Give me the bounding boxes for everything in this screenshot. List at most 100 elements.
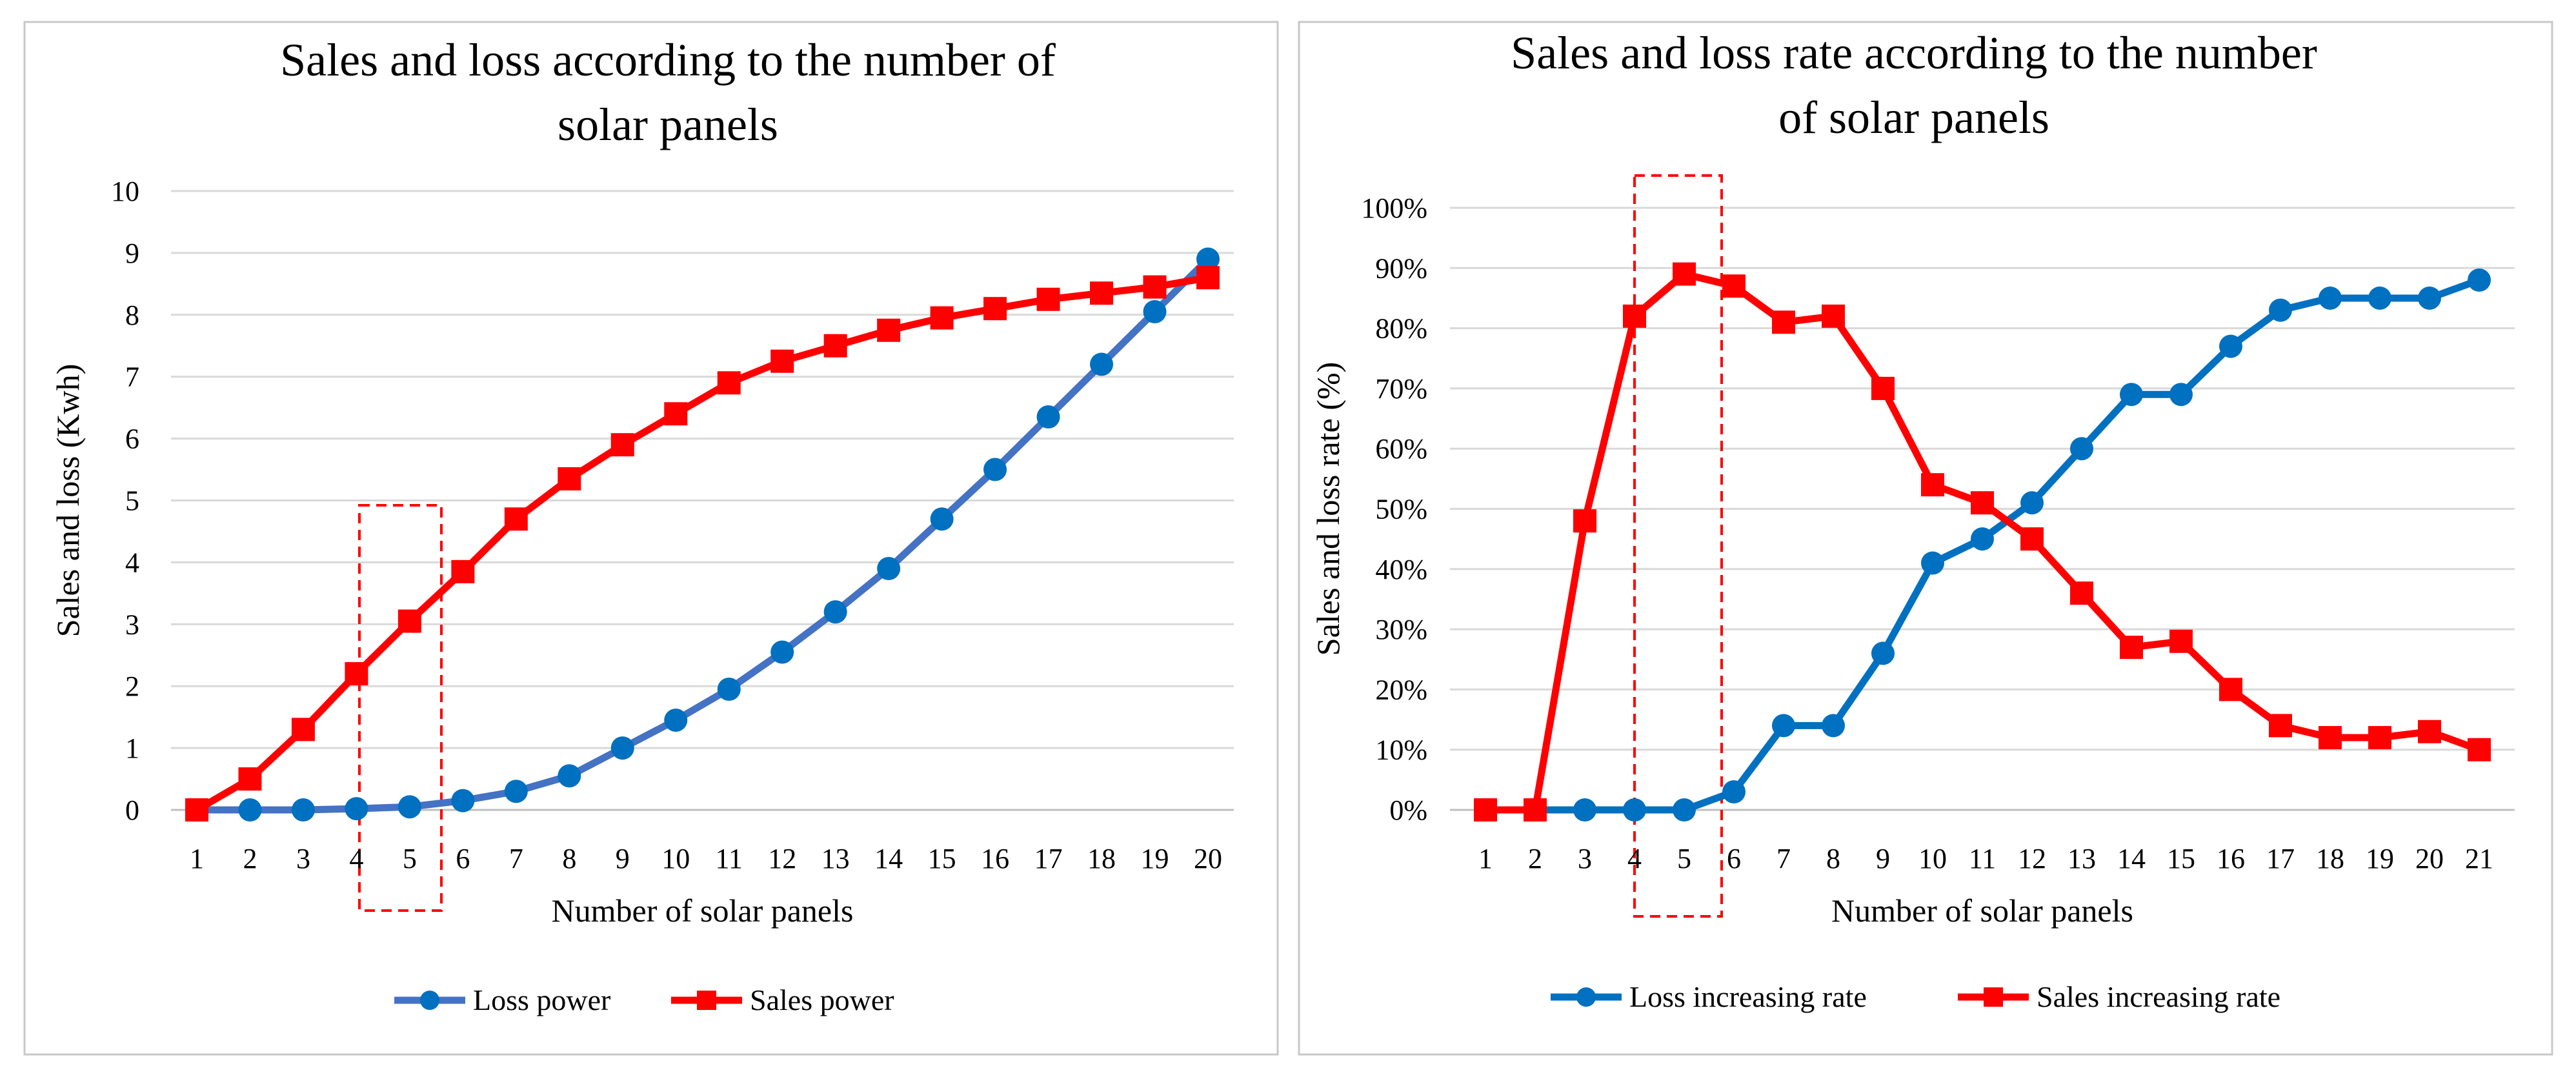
- highlight-box: [1633, 174, 1723, 918]
- data-point: [397, 609, 421, 633]
- y-tick-label: 7: [125, 361, 139, 393]
- data-point: [770, 349, 794, 373]
- x-tick-label: 6: [1727, 843, 1741, 874]
- x-tick-label: 1: [1478, 843, 1493, 874]
- x-tick-label: 18: [2316, 843, 2344, 874]
- legend-label: Sales power: [750, 983, 894, 1016]
- data-point: [2219, 334, 2242, 358]
- x-tick-label: 12: [2018, 843, 2046, 874]
- data-point: [504, 507, 528, 531]
- data-point: [770, 640, 794, 664]
- x-tick-label: 15: [928, 843, 956, 874]
- data-point: [1573, 509, 1596, 533]
- data-point: [1722, 780, 1746, 804]
- data-point: [1971, 527, 1994, 551]
- y-tick-label: 0: [125, 794, 139, 826]
- data-point: [2418, 286, 2441, 310]
- y-tick-label: 60%: [1375, 433, 1427, 465]
- data-point: [2269, 714, 2292, 738]
- y-tick-label: 2: [125, 671, 139, 702]
- x-tick-label: 8: [1826, 843, 1840, 874]
- legend-marker: [1576, 987, 1596, 1007]
- x-tick-label: 2: [243, 843, 257, 874]
- x-tick-label: 5: [403, 843, 417, 874]
- data-point: [2169, 383, 2193, 407]
- y-tick-label: 3: [125, 609, 139, 640]
- data-point: [2468, 738, 2491, 761]
- data-point: [610, 433, 634, 457]
- data-point: [504, 780, 528, 803]
- data-point: [2319, 286, 2342, 310]
- data-point: [1921, 551, 1944, 575]
- data-point: [1623, 304, 1646, 328]
- data-point: [1036, 405, 1060, 429]
- highlight-box: [358, 504, 443, 912]
- data-point: [2020, 527, 2044, 551]
- chart-panel-1: Sales and loss according to the number o…: [23, 21, 1279, 1056]
- chart-frame: [23, 21, 1279, 1056]
- x-tick-label: 17: [2266, 843, 2295, 874]
- data-point: [1573, 798, 1596, 822]
- data-point: [1921, 473, 1944, 497]
- x-tick-label: 21: [2465, 843, 2493, 874]
- x-tick-label: 8: [562, 843, 576, 874]
- data-point: [1143, 300, 1167, 324]
- chart-title-line: solar panels: [558, 99, 778, 150]
- data-point: [983, 458, 1007, 481]
- data-point: [2219, 678, 2242, 701]
- y-tick-label: 90%: [1375, 252, 1427, 284]
- legend-item: Loss increasing rate: [1551, 980, 1867, 1013]
- x-tick-label: 18: [1087, 843, 1116, 874]
- data-point: [1090, 352, 1114, 376]
- y-tick-label: 70%: [1375, 373, 1427, 405]
- data-point: [823, 334, 847, 358]
- chart-title-line: Sales and loss rate according to the num…: [1511, 27, 2317, 79]
- legend-marker: [697, 991, 716, 1010]
- data-point: [2070, 437, 2093, 461]
- x-tick-label: 13: [2068, 843, 2096, 874]
- y-tick-label: 10: [111, 176, 139, 207]
- data-point: [877, 556, 901, 580]
- x-tick-label: 9: [1876, 843, 1890, 874]
- x-tick-label: 7: [1776, 843, 1791, 874]
- data-point: [451, 560, 475, 583]
- data-point: [1196, 266, 1220, 290]
- data-point: [1474, 798, 1497, 822]
- data-point: [1673, 262, 1696, 286]
- y-tick-label: 40%: [1375, 554, 1427, 585]
- series-sales-increasing-rate: [1474, 262, 2491, 822]
- x-tick-label: 9: [616, 843, 630, 874]
- x-tick-label: 7: [509, 843, 523, 874]
- legend-label: Loss power: [473, 983, 610, 1016]
- x-tick-label: 11: [716, 843, 743, 874]
- x-tick-label: 2: [1528, 843, 1542, 874]
- data-point: [983, 297, 1007, 321]
- data-point: [1722, 274, 1746, 298]
- x-tick-label: 11: [1969, 843, 1996, 874]
- x-tick-label: 16: [2217, 843, 2245, 874]
- data-point: [2468, 268, 2491, 292]
- chart-panel-2: Sales and loss rate according to the num…: [1298, 21, 2553, 1056]
- legend-item: Loss power: [394, 983, 610, 1016]
- chart-frame: [1298, 21, 2553, 1056]
- data-point: [664, 402, 688, 426]
- data-point: [2169, 629, 2193, 653]
- x-tick-label: 17: [1034, 843, 1063, 874]
- data-point: [185, 798, 208, 822]
- legend-label: Loss increasing rate: [1629, 980, 1867, 1013]
- y-tick-label: 10%: [1375, 734, 1427, 766]
- data-point: [1971, 491, 1994, 515]
- x-tick-label: 19: [1141, 843, 1169, 874]
- y-tick-label: 30%: [1375, 614, 1427, 645]
- data-point: [558, 764, 581, 788]
- y-tick-label: 6: [125, 423, 139, 455]
- data-point: [2368, 286, 2391, 310]
- x-tick-label: 3: [296, 843, 310, 874]
- data-point: [1196, 247, 1220, 271]
- data-point: [345, 662, 368, 686]
- x-tick-label: 13: [821, 843, 850, 874]
- data-point: [2020, 491, 2044, 515]
- series-loss-power: [185, 247, 1220, 822]
- data-point: [2418, 720, 2441, 743]
- chart-title-line: of solar panels: [1778, 92, 2049, 143]
